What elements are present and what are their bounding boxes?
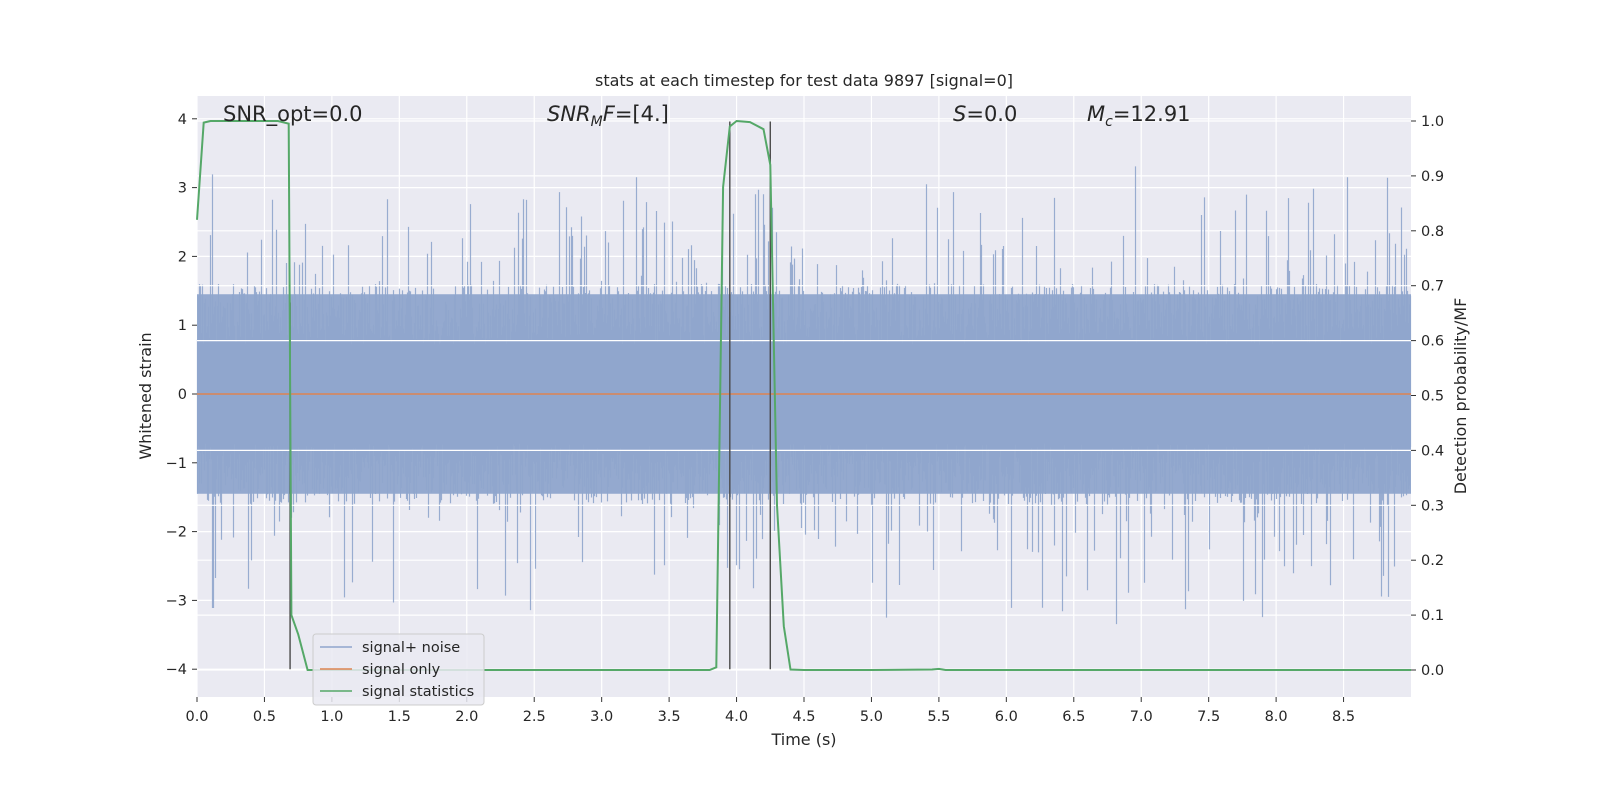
annotation-snr-mf-main: SNR <box>547 102 591 126</box>
y-left-tick-label: −3 <box>166 593 187 609</box>
x-tick-label: 0.0 <box>185 709 208 725</box>
y-left-tick-label: −2 <box>166 525 187 541</box>
x-tick-label: 0.5 <box>253 709 276 725</box>
legend-label-signal-noise: signal+ noise <box>362 640 460 656</box>
y-right-tick-label: 0.6 <box>1421 334 1444 350</box>
y-right-tick-label: 0.9 <box>1421 169 1444 185</box>
y-right-tick-label: 0.3 <box>1421 498 1444 514</box>
x-tick-label: 7.5 <box>1197 709 1220 725</box>
annotation-snr-opt: SNR_opt=0.0 <box>223 102 363 127</box>
annotation-mc-value: =12.91 <box>1113 102 1191 126</box>
y-right-tick-label: 0.5 <box>1421 389 1444 405</box>
y-right-tick-label: 0.8 <box>1421 224 1444 240</box>
x-tick-label: 5.5 <box>927 709 950 725</box>
y-left-tick-label: −1 <box>166 456 187 472</box>
x-tick-label: 6.0 <box>995 709 1018 725</box>
x-tick-label: 8.5 <box>1332 709 1355 725</box>
y-left-tick-label: −4 <box>166 662 187 678</box>
annotation-snr-mf-mid: F <box>603 102 616 126</box>
y-right-tick-label: 0.0 <box>1421 663 1444 679</box>
annotation-snr-mf: SNRMF=[4.] <box>547 102 669 130</box>
annotation-s-label: S <box>953 102 966 126</box>
signal-statistics-series <box>196 119 1411 671</box>
x-tick-label: 2.5 <box>523 709 546 725</box>
signal-statistics-line <box>196 119 1411 671</box>
x-tick-label: 7.0 <box>1130 709 1153 725</box>
y-right-tick-label: 0.1 <box>1421 608 1444 624</box>
annotation-mc-label: M <box>1087 102 1105 126</box>
y-left-tick-label: 2 <box>178 249 187 265</box>
legend: signal+ noise signal only signal statist… <box>312 633 485 706</box>
x-tick-label: 3.5 <box>658 709 681 725</box>
chart-title: stats at each timestep for test data 989… <box>595 71 1013 90</box>
y-right-tick-label: 0.7 <box>1421 279 1444 295</box>
y-right-tick-label: 1.0 <box>1421 114 1444 130</box>
x-tick-label: 8.0 <box>1265 709 1288 725</box>
annotation-snr-mf-value: =[4.] <box>615 102 669 126</box>
y-right-tick-label: 0.4 <box>1421 443 1444 459</box>
x-axis-label: Time (s) <box>770 730 836 749</box>
annotation-mc: Mc=12.91 <box>1087 102 1191 130</box>
y-axis-label-right: Detection probability/MF <box>1451 298 1470 495</box>
annotation-s-value: =0.0 <box>966 102 1017 126</box>
y-right-tick-label: 0.2 <box>1421 553 1444 569</box>
x-tick-label: 5.0 <box>860 709 883 725</box>
y-axis-label-left: Whitened strain <box>136 332 155 459</box>
legend-label-signal-only: signal only <box>362 662 441 678</box>
x-tick-label: 3.0 <box>590 709 613 725</box>
y-left-tick-label: 4 <box>178 112 187 128</box>
annotation-snr-mf-sub: M <box>591 114 603 130</box>
x-tick-label: 2.0 <box>455 709 478 725</box>
x-tick-label: 1.5 <box>388 709 411 725</box>
axis-ticks: 0.0 0.5 1.0 1.5 2.0 2.5 3.0 3.5 4.0 4.5 5.0 5.5 6.0 6… <box>166 112 1444 725</box>
x-tick-label: 6.5 <box>1062 709 1085 725</box>
annotation-s: S=0.0 <box>953 102 1017 126</box>
y-left-tick-label: 1 <box>178 318 187 334</box>
annotation-mc-sub: c <box>1105 114 1113 130</box>
x-tick-label: 1.0 <box>320 709 343 725</box>
y-left-tick-label: 3 <box>178 181 187 197</box>
x-tick-label: 4.5 <box>792 709 815 725</box>
x-tick-label: 4.0 <box>725 709 748 725</box>
legend-box <box>312 633 485 706</box>
legend-label-signal-statistics: signal statistics <box>362 684 474 700</box>
y-left-tick-label: 0 <box>178 387 187 403</box>
